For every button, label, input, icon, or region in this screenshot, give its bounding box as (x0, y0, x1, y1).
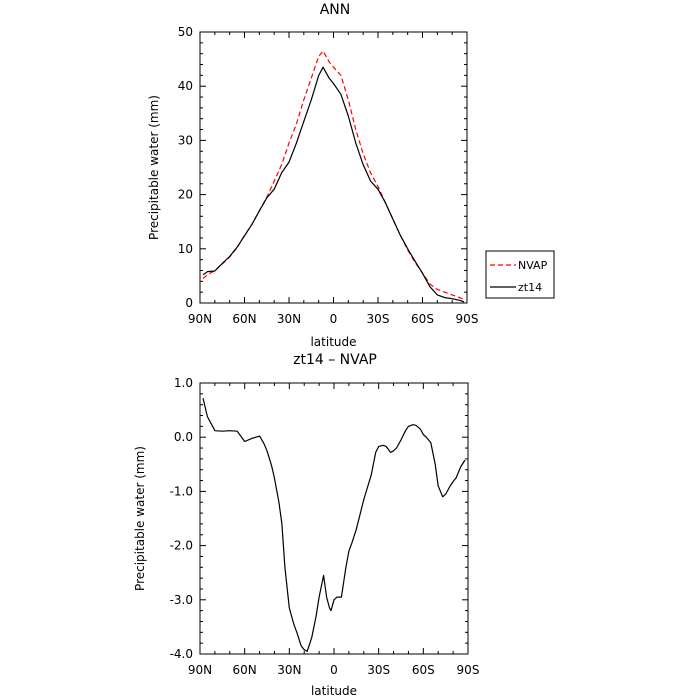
top-y-tick-label: 10 (178, 242, 193, 256)
top-y-tick-label: 50 (178, 25, 193, 39)
bottom-y-tick-label: -3.0 (170, 593, 193, 607)
bottom-x-axis-label: latitude (311, 684, 357, 698)
top-series-line-zt14 (202, 66, 465, 303)
top-y-tick-label: 40 (178, 79, 193, 93)
top-chart-panel: ANN 90N 60N 30N 0 30S 60S 90S 0 10 20 30 40 50 latit… (147, 2, 555, 349)
top-series-lines (202, 50, 465, 303)
bottom-y-axis-label: Precipitable water (mm) (133, 446, 147, 591)
bottom-y-tick-label: -4.0 (170, 647, 193, 661)
bottom-x-tick-label: 90S (457, 663, 480, 677)
top-x-axis-label: latitude (310, 335, 356, 349)
top-x-tick-label: 60S (411, 312, 434, 326)
top-x-tick-label: 90N (188, 312, 212, 326)
legend-entry-nvap: NVAP (518, 259, 548, 272)
bottom-x-tick-label: 0 (330, 663, 338, 677)
top-x-tick-label: 30N (277, 312, 301, 326)
top-y-tick-label: 0 (185, 296, 193, 310)
top-y-tick-label: 20 (178, 188, 193, 202)
top-series-line-nvap (202, 50, 465, 301)
top-plot-frame (199, 31, 468, 304)
top-x-tick-label: 30S (367, 312, 390, 326)
top-axis-ticks: 90N 60N 30N 0 30S 60S 90S 0 10 20 30 40 50 (178, 25, 479, 326)
bottom-x-tick-label: 60N (233, 663, 257, 677)
bottom-series-lines (202, 398, 466, 652)
bottom-y-tick-label: 0.0 (174, 430, 193, 444)
bottom-y-tick-label: 1.0 (174, 376, 193, 390)
bottom-chart-title: zt14 – NVAP (293, 352, 377, 368)
chart-legend: NVAP zt14 (485, 250, 555, 299)
bottom-x-tick-label: 90N (188, 663, 212, 677)
bottom-plot-frame (199, 382, 469, 655)
bottom-axis-ticks: 90N 60N 30N 0 30S 60S 90S 1.0 0.0 -1.0 -2.0 -3.0 -4.… (170, 376, 480, 677)
bottom-y-tick-label: -1.0 (170, 484, 193, 498)
bottom-x-tick-label: 30S (367, 663, 390, 677)
top-x-tick-label: 90S (456, 312, 479, 326)
top-x-tick-label: 60N (232, 312, 256, 326)
legend-entry-zt14: zt14 (518, 281, 542, 294)
bottom-x-tick-label: 60S (412, 663, 435, 677)
bottom-series-line-0 (202, 398, 466, 652)
top-chart-title: ANN (320, 2, 351, 18)
bottom-x-tick-label: 30N (277, 663, 301, 677)
bottom-y-tick-label: -2.0 (170, 539, 193, 553)
top-y-tick-label: 30 (178, 133, 193, 147)
legend-box (485, 250, 555, 299)
top-y-axis-label: Precipitable water (mm) (147, 95, 161, 240)
bottom-chart-panel: zt14 – NVAP 90N 60N 30N 0 30S 60S 90S 1.0 0.0 -1.… (133, 352, 479, 698)
top-x-tick-label: 0 (330, 312, 338, 326)
